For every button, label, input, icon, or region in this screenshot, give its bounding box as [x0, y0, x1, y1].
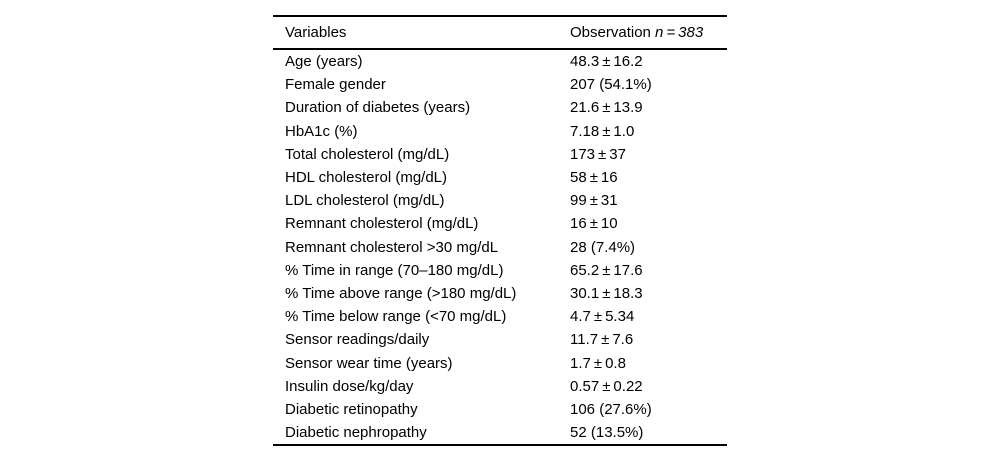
variable-label: LDL cholesterol (mg/dL) — [285, 192, 445, 210]
variable-label: Female gender — [285, 76, 386, 94]
observation-value: 65.2 ± 17.6 — [570, 261, 643, 279]
table-rule-top — [273, 15, 727, 17]
table-row: Insulin dose/kg/day 0.57 ± 0.22 — [273, 375, 727, 398]
observation-value: 0.57 ± 0.22 — [570, 377, 643, 395]
variable-label: % Time below range (<70 mg/dL) — [285, 308, 507, 326]
observation-value: 16 ± 10 — [570, 215, 618, 233]
table-row: % Time in range (70–180 mg/dL) 65.2 ± 17… — [273, 259, 727, 282]
variable-label: Sensor wear time (years) — [285, 354, 453, 372]
variable-label: % Time in range (70–180 mg/dL) — [285, 261, 504, 279]
column-header-observation: Observation n = 383 — [570, 24, 727, 41]
observation-value: 48.3 ± 16.2 — [570, 53, 643, 71]
variable-label: HbA1c (%) — [285, 122, 358, 140]
summary-statistics-table: Variables Observation n = 383 Age (years… — [273, 15, 727, 447]
observation-value: 1.7 ± 0.8 — [570, 354, 626, 372]
column-header-variables: Variables — [285, 24, 347, 41]
table-body: Age (years) 48.3 ± 16.2 Female gender 20… — [273, 50, 727, 444]
observation-value: 173 ± 37 — [570, 145, 626, 163]
observation-value: 99 ± 31 — [570, 192, 618, 210]
table-rule-bottom — [273, 444, 727, 447]
variable-label: Total cholesterol (mg/dL) — [285, 145, 450, 163]
observation-value: 7.18 ± 1.0 — [570, 122, 635, 140]
observation-value: 106 (27.6%) — [570, 400, 652, 418]
observation-value: 11.7 ± 7.6 — [570, 331, 634, 349]
table-row: Sensor readings/daily 11.7 ± 7.6 — [273, 328, 727, 351]
table-row: Remnant cholesterol (mg/dL) 16 ± 10 — [273, 212, 727, 235]
table-row: HbA1c (%) 7.18 ± 1.0 — [273, 120, 727, 143]
table-row: LDL cholesterol (mg/dL) 99 ± 31 — [273, 189, 727, 212]
table-row: Diabetic retinopathy 106 (27.6%) — [273, 398, 727, 421]
observation-header-prefix: Observation — [570, 24, 656, 41]
observation-value: 52 (13.5%) — [570, 424, 644, 442]
table-row: Remnant cholesterol >30 mg/dL 28 (7.4%) — [273, 236, 727, 259]
table-row: Age (years) 48.3 ± 16.2 — [273, 50, 727, 73]
table-row: Total cholesterol (mg/dL) 173 ± 37 — [273, 143, 727, 166]
table-row: Female gender 207 (54.1%) — [273, 73, 727, 96]
table-row: Diabetic nephropathy 52 (13.5%) — [273, 421, 727, 444]
variable-label: Remnant cholesterol (mg/dL) — [285, 215, 479, 233]
variable-label: Remnant cholesterol >30 mg/dL — [285, 238, 499, 256]
observation-value: 207 (54.1%) — [570, 76, 652, 94]
table-row: Duration of diabetes (years) 21.6 ± 13.9 — [273, 96, 727, 119]
variable-label: Age (years) — [285, 53, 363, 71]
variable-label: Diabetic retinopathy — [285, 400, 418, 418]
observation-value: 21.6 ± 13.9 — [570, 99, 643, 117]
observation-value: 4.7 ± 5.34 — [570, 308, 635, 326]
table-header-row: Variables Observation n = 383 — [273, 17, 727, 48]
variable-label: % Time above range (>180 mg/dL) — [285, 284, 517, 302]
observation-value: 30.1 ± 18.3 — [570, 284, 643, 302]
table-row: HDL cholesterol (mg/dL) 58 ± 16 — [273, 166, 727, 189]
table-row: % Time below range (<70 mg/dL) 4.7 ± 5.3… — [273, 305, 727, 328]
variable-label: Insulin dose/kg/day — [285, 377, 414, 395]
observation-value: 28 (7.4%) — [570, 238, 636, 256]
table-row: Sensor wear time (years) 1.7 ± 0.8 — [273, 351, 727, 374]
observation-header-n-value: n = 383 — [655, 24, 704, 41]
variable-label: Sensor readings/daily — [285, 331, 430, 349]
table-rule-header-separator — [273, 48, 727, 50]
observation-value: 58 ± 16 — [570, 169, 618, 187]
variable-label: Diabetic nephropathy — [285, 424, 427, 442]
table-row: % Time above range (>180 mg/dL) 30.1 ± 1… — [273, 282, 727, 305]
variable-label: Duration of diabetes (years) — [285, 99, 471, 117]
variable-label: HDL cholesterol (mg/dL) — [285, 169, 448, 187]
